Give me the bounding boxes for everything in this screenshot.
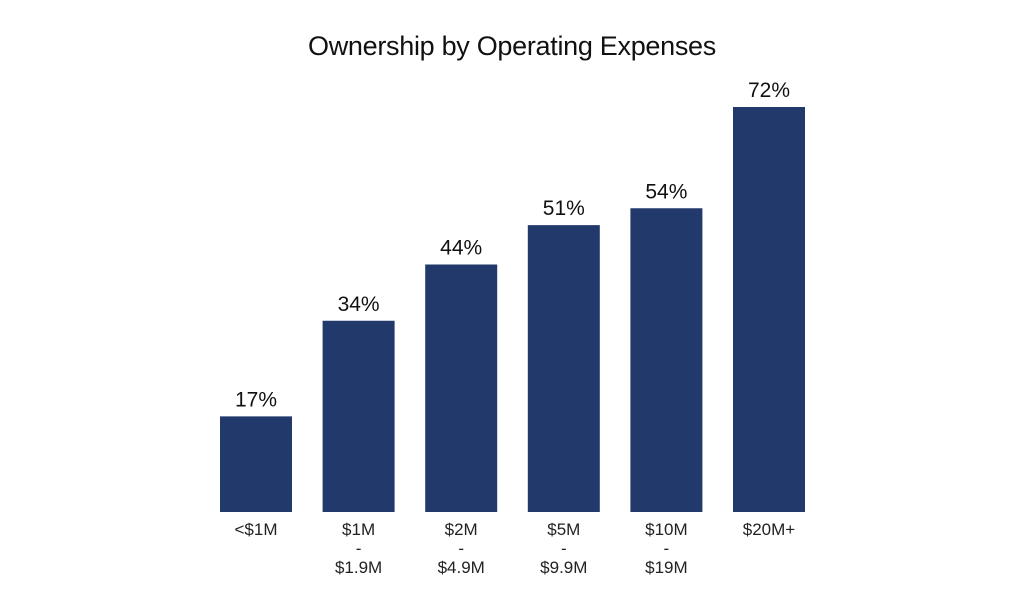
data-label: 51%	[543, 197, 585, 220]
data-label: 34%	[338, 293, 380, 316]
category-label: $5M - $9.9M	[540, 520, 588, 577]
bar	[527, 225, 600, 512]
bar	[425, 264, 498, 512]
data-label: 72%	[748, 79, 790, 102]
bar	[630, 208, 703, 512]
category-label: $1M - $1.9M	[334, 520, 383, 577]
data-label: 17%	[235, 388, 277, 411]
bar	[220, 416, 292, 512]
category-label: $20M+	[742, 520, 796, 539]
bar	[322, 320, 395, 512]
category-label: $10M - $19M	[645, 520, 688, 577]
data-label: 44%	[440, 237, 482, 260]
bar	[733, 107, 805, 512]
category-label: $2M - $4.9M	[437, 520, 485, 577]
category-label: <$1M	[234, 520, 278, 539]
data-label: 54%	[645, 180, 687, 203]
chart-title: Ownership by Operating Expenses	[308, 31, 716, 61]
